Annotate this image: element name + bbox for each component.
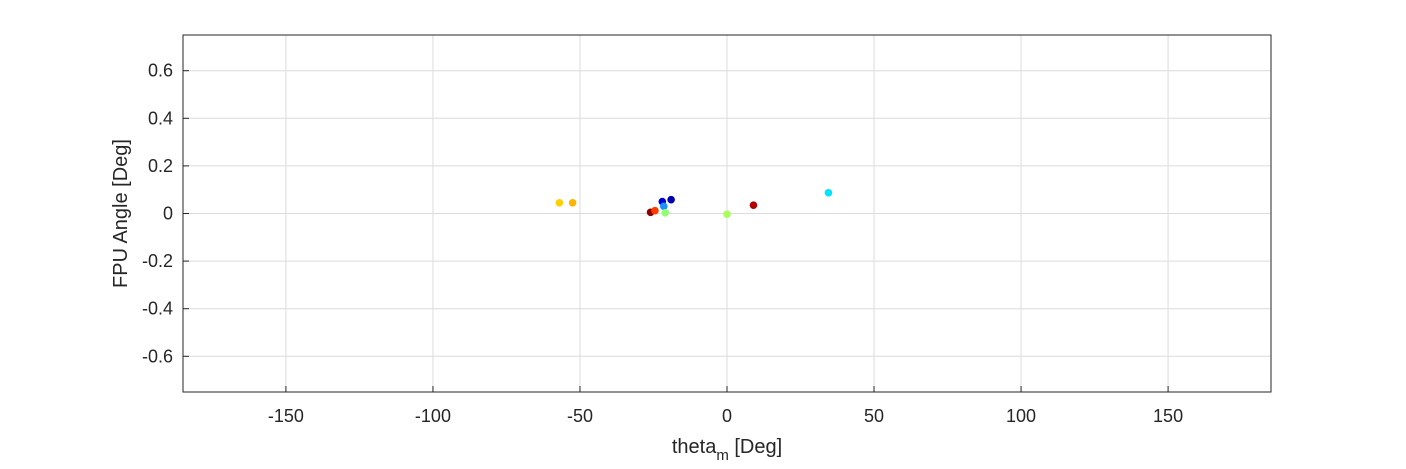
data-point bbox=[749, 201, 758, 209]
x-tick-label: 150 bbox=[1153, 406, 1183, 426]
data-point bbox=[667, 195, 675, 204]
data-point bbox=[661, 208, 670, 217]
y-tick-label: -0.6 bbox=[142, 346, 173, 366]
x-tick-label: 100 bbox=[1006, 406, 1036, 426]
x-axis-ticks: -150 -100 -50 0 50 100 150 bbox=[268, 386, 1183, 426]
x-axis-label-subscript: m bbox=[716, 447, 729, 464]
y-tick-label: 0.6 bbox=[148, 61, 173, 81]
y-axis-ticks: -0.6 -0.4 -0.2 0 0.2 0.4 0.6 bbox=[142, 61, 189, 366]
data-point bbox=[651, 206, 659, 215]
axes-box bbox=[182, 34, 1272, 393]
x-axis-label: thetam [Deg] bbox=[672, 436, 782, 464]
y-tick-label: 0 bbox=[163, 204, 173, 224]
x-tick-label: 0 bbox=[722, 406, 732, 426]
x-tick-label: -50 bbox=[567, 406, 593, 426]
x-axis-label-unit: [Deg] bbox=[729, 436, 782, 458]
y-tick-label: -0.4 bbox=[142, 299, 173, 319]
x-axis-label-base: theta bbox=[672, 436, 717, 458]
grid-lines bbox=[183, 35, 1271, 392]
x-tick-label: 50 bbox=[864, 406, 884, 426]
data-point bbox=[555, 198, 564, 207]
data-point bbox=[824, 188, 833, 197]
x-tick-label: -150 bbox=[268, 406, 304, 426]
y-tick-label: 0.4 bbox=[148, 108, 173, 128]
y-axis-label: FPU Angle [Deg] bbox=[110, 139, 132, 288]
data-point bbox=[659, 202, 668, 211]
x-tick-label: -100 bbox=[415, 406, 451, 426]
data-point bbox=[568, 198, 577, 207]
y-tick-label: 0.2 bbox=[148, 156, 173, 176]
data-point bbox=[723, 210, 731, 219]
data-points bbox=[555, 188, 833, 219]
y-tick-label: -0.2 bbox=[142, 251, 173, 271]
